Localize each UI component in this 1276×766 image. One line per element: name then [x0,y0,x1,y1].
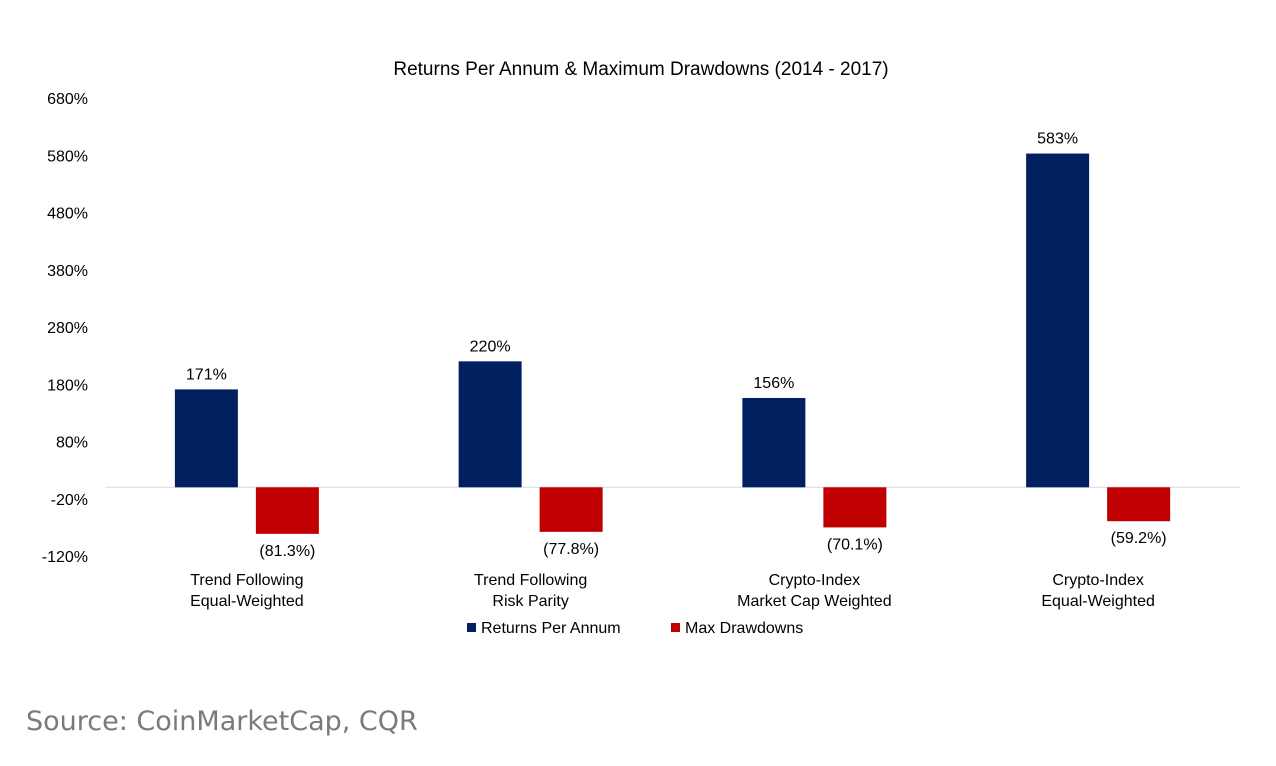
y-tick-label: 380% [47,263,88,280]
x-category-label: Crypto-Index [769,572,861,589]
drawdown-data-label: (70.1%) [827,536,883,553]
y-tick-label: 180% [47,377,88,394]
y-tick-label: 580% [47,148,88,165]
x-category-label: Equal-Weighted [1041,593,1155,610]
x-category-label: Market Cap Weighted [737,593,891,610]
returns-data-label: 171% [186,366,227,383]
legend-swatch-returns [467,623,476,632]
legend-swatch-drawdowns [671,623,680,632]
y-axis: 680% 580% 480% 380% 280% 180% 80% -20% -120% [42,91,88,566]
y-tick-label: 280% [47,320,88,337]
legend: Returns Per Annum Max Drawdowns [467,620,803,637]
data-labels: 171% (81.3%) 220% (77.8%) 156% (70.1%) 583% (59… [186,131,1167,560]
x-axis: Trend Following Equal-Weighted Trend Follo… [190,572,1155,610]
returns-bar [742,397,806,488]
y-tick-label: -20% [51,492,88,509]
chart-svg: Returns Per Annum & Maximum Drawdowns (2… [42,59,1240,637]
x-category-label: Trend Following [474,572,587,589]
y-tick-label: 80% [56,435,88,452]
returns-bar [174,389,238,488]
returns-data-label: 583% [1037,131,1078,148]
drawdown-bar [823,487,887,528]
returns-data-label: 156% [753,375,794,392]
x-category-label: Trend Following [190,572,303,589]
y-tick-label: -120% [42,549,88,566]
drawdown-bar [1107,487,1171,522]
source-note: Source: CoinMarketCap, CQR [26,706,418,737]
x-category-label: Crypto-Index [1052,572,1144,589]
returns-bar [1026,153,1090,488]
y-tick-label: 480% [47,206,88,223]
drawdown-data-label: (77.8%) [543,541,599,558]
chart-title: Returns Per Annum & Maximum Drawdowns (2… [393,59,888,80]
drawdown-bar [255,487,319,534]
returns-bar [458,361,522,488]
returns-data-label: 220% [470,338,511,355]
bars [174,153,1171,534]
drawdown-data-label: (81.3%) [259,543,315,560]
y-tick-label: 680% [47,91,88,108]
legend-label-drawdowns: Max Drawdowns [685,620,803,637]
x-category-label: Risk Parity [492,593,568,610]
drawdown-data-label: (59.2%) [1111,530,1167,547]
drawdown-bar [539,487,603,532]
x-category-label: Equal-Weighted [190,593,304,610]
legend-label-returns: Returns Per Annum [481,620,621,637]
